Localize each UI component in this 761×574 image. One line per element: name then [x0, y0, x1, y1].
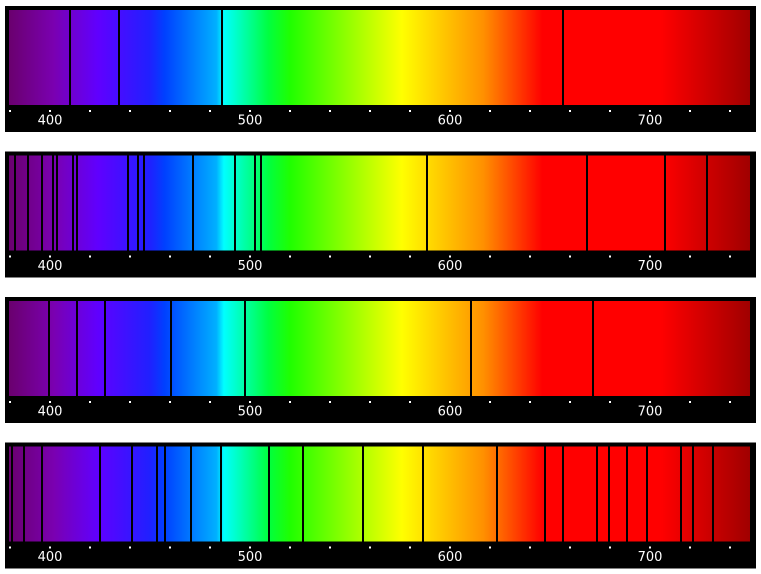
- minor-tick: [689, 110, 691, 112]
- minor-tick: [289, 401, 291, 403]
- minor-tick: [169, 255, 171, 258]
- minor-tick: [289, 110, 291, 112]
- x-tick-label: 600: [438, 405, 463, 420]
- spectrum-band: [9, 10, 750, 105]
- minor-tick: [369, 110, 371, 112]
- minor-tick: [609, 110, 611, 112]
- minor-tick: [329, 255, 331, 258]
- tick-mark: [649, 546, 651, 549]
- minor-tick: [369, 546, 371, 549]
- tick-mark: [49, 110, 51, 112]
- tick-mark: [449, 110, 451, 112]
- minor-tick: [569, 546, 571, 549]
- minor-tick: [9, 546, 11, 549]
- x-tick-label: 600: [438, 259, 463, 274]
- minor-tick: [329, 401, 331, 403]
- minor-tick: [409, 401, 411, 403]
- tick-mark: [649, 255, 651, 258]
- minor-tick: [529, 401, 531, 403]
- minor-tick: [289, 255, 291, 258]
- minor-tick: [329, 546, 331, 549]
- minor-tick: [489, 546, 491, 549]
- minor-tick: [729, 546, 731, 549]
- minor-tick: [409, 546, 411, 549]
- minor-tick: [689, 255, 691, 258]
- minor-tick: [9, 110, 11, 112]
- x-tick-label: 500: [238, 550, 263, 565]
- minor-tick: [729, 110, 731, 112]
- minor-tick: [689, 401, 691, 403]
- spectrum-band: [9, 155, 750, 251]
- minor-tick: [489, 401, 491, 403]
- minor-tick: [409, 255, 411, 258]
- x-tick-label: 600: [438, 550, 463, 565]
- x-tick-label: 400: [38, 405, 63, 420]
- tick-mark: [449, 546, 451, 549]
- minor-tick: [529, 546, 531, 549]
- minor-tick: [409, 110, 411, 112]
- minor-tick: [129, 110, 131, 112]
- minor-tick: [129, 255, 131, 258]
- spectrum-band: [9, 446, 750, 542]
- x-tick-label: 700: [638, 405, 663, 420]
- tick-mark: [49, 401, 51, 403]
- minor-tick: [9, 401, 11, 403]
- minor-tick: [129, 546, 131, 549]
- minor-tick: [9, 255, 11, 258]
- x-tick-label: 700: [638, 550, 663, 565]
- minor-tick: [489, 110, 491, 112]
- minor-tick: [569, 110, 571, 112]
- tick-mark: [249, 401, 251, 403]
- minor-tick: [89, 110, 91, 112]
- minor-tick: [89, 546, 91, 549]
- minor-tick: [529, 110, 531, 112]
- x-tick-label: 500: [238, 114, 263, 129]
- x-tick-label: 600: [438, 114, 463, 129]
- minor-tick: [289, 546, 291, 549]
- x-tick-label: 400: [38, 114, 63, 129]
- minor-tick: [369, 255, 371, 258]
- minor-tick: [569, 401, 571, 403]
- minor-tick: [329, 110, 331, 112]
- minor-tick: [489, 255, 491, 258]
- minor-tick: [89, 255, 91, 258]
- tick-mark: [449, 401, 451, 403]
- minor-tick: [209, 401, 211, 403]
- tick-mark: [449, 255, 451, 258]
- x-tick-label: 400: [38, 259, 63, 274]
- minor-tick: [529, 255, 531, 258]
- minor-tick: [129, 401, 131, 403]
- minor-tick: [369, 401, 371, 403]
- tick-mark: [649, 401, 651, 403]
- x-tick-label: 700: [638, 114, 663, 129]
- tick-mark: [49, 546, 51, 549]
- tick-mark: [249, 110, 251, 112]
- minor-tick: [729, 255, 731, 258]
- minor-tick: [209, 255, 211, 258]
- tick-mark: [249, 255, 251, 258]
- x-tick-label: 400: [38, 550, 63, 565]
- minor-tick: [209, 110, 211, 112]
- tick-mark: [49, 255, 51, 258]
- tick-mark: [649, 110, 651, 112]
- x-tick-label: 500: [238, 259, 263, 274]
- x-tick-label: 700: [638, 259, 663, 274]
- minor-tick: [689, 546, 691, 549]
- minor-tick: [729, 401, 731, 403]
- minor-tick: [209, 546, 211, 549]
- minor-tick: [609, 401, 611, 403]
- minor-tick: [169, 110, 171, 112]
- minor-tick: [169, 546, 171, 549]
- minor-tick: [169, 401, 171, 403]
- spectrum-band: [9, 301, 750, 396]
- minor-tick: [89, 401, 91, 403]
- minor-tick: [609, 255, 611, 258]
- x-tick-label: 500: [238, 405, 263, 420]
- minor-tick: [609, 546, 611, 549]
- minor-tick: [569, 255, 571, 258]
- tick-mark: [249, 546, 251, 549]
